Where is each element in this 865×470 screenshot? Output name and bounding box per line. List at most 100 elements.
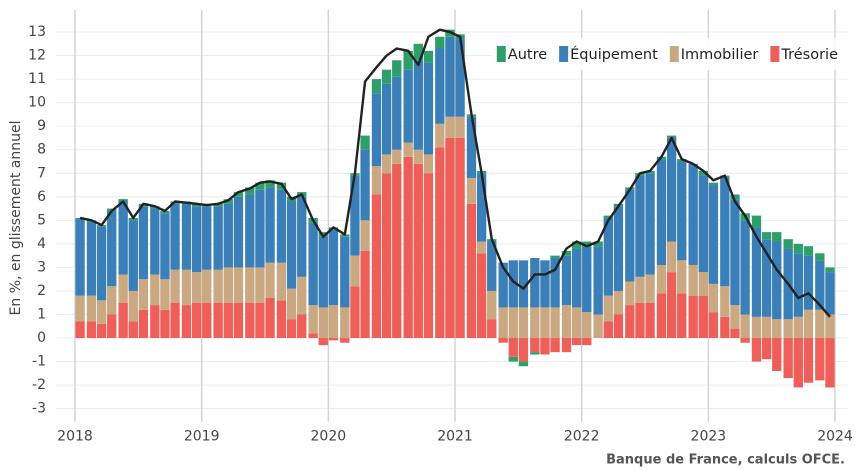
bar-segment <box>403 156 413 339</box>
bar-segment <box>350 286 360 339</box>
bar-segment <box>265 298 275 339</box>
bar-segment <box>96 300 107 324</box>
bar-segment <box>276 189 287 263</box>
bar-segment <box>413 60 423 150</box>
x-tick-label: 2021 <box>437 429 473 445</box>
bar-segment <box>213 206 223 270</box>
bar-segment <box>403 142 413 157</box>
bar-segment <box>297 196 307 277</box>
bar-segment <box>223 302 233 339</box>
bar-segment <box>625 189 635 282</box>
bar-segment <box>593 241 603 247</box>
bar-segment <box>202 206 212 270</box>
bar-segment <box>318 236 328 308</box>
y-tick-label: 4 <box>37 236 46 252</box>
bar-segment <box>656 293 667 339</box>
bar-segment <box>530 257 540 308</box>
bar-segment <box>698 170 708 176</box>
bar-segment <box>613 290 624 315</box>
y-tick-label: 12 <box>28 48 46 64</box>
bar-segment <box>118 201 128 275</box>
bar-segment <box>593 314 603 339</box>
bar-segment <box>518 307 529 339</box>
bar-segment <box>107 210 117 287</box>
bar-segment <box>297 276 307 315</box>
bar-segment <box>688 295 698 339</box>
bar-segment <box>233 267 244 303</box>
bar-segment <box>75 321 85 339</box>
bar-segment <box>740 338 750 343</box>
bar-segment <box>340 236 350 308</box>
bar-segment <box>761 338 772 360</box>
bar-segment <box>793 316 803 339</box>
bar-segment <box>540 260 550 308</box>
bar-segment <box>530 338 540 353</box>
bar-segment <box>593 246 603 315</box>
bar-segment <box>181 305 192 339</box>
bar-segment <box>308 305 318 334</box>
bar-segment <box>508 356 518 362</box>
bar-segment <box>751 215 762 228</box>
bar-segment <box>276 262 287 301</box>
bar-segment <box>276 182 287 190</box>
bar-segment <box>265 262 275 299</box>
bar-segment <box>128 321 138 339</box>
bar-segment <box>286 288 297 320</box>
bar-segment <box>825 267 835 273</box>
bar-segment <box>540 338 550 355</box>
bar-segment <box>435 48 445 124</box>
bar-segment <box>223 203 233 268</box>
bar-segment <box>518 361 529 367</box>
bar-segment <box>128 290 138 322</box>
bar-segment <box>730 305 740 329</box>
bar-segment <box>603 217 613 296</box>
bar-segment <box>698 295 708 339</box>
bar-segment <box>720 177 730 287</box>
y-tick-label: 7 <box>37 165 46 181</box>
bar-segment <box>793 243 803 254</box>
y-tick-label: 11 <box>28 71 46 87</box>
bar-segment <box>392 163 402 339</box>
bar-segment <box>720 316 730 339</box>
source: Banque de France, calculs OFCE. <box>606 453 845 468</box>
bar-segment <box>191 302 202 339</box>
x-tick-label: 2024 <box>817 429 853 445</box>
bar-segment <box>96 323 107 339</box>
bar-segment <box>381 154 392 174</box>
legend-swatch <box>496 46 506 62</box>
bar-segment <box>793 338 803 388</box>
bar-segment <box>761 316 772 339</box>
bar-segment <box>86 295 97 322</box>
bar-segment <box>423 50 434 63</box>
total-line <box>79 28 831 318</box>
bar-segment <box>360 149 370 221</box>
bar-segment <box>245 267 255 303</box>
bar-segment <box>476 241 487 254</box>
bar-segment <box>150 274 160 306</box>
bar-segment <box>455 39 465 117</box>
bar-segment <box>371 194 382 339</box>
bar-segment <box>550 307 560 339</box>
bar-segment <box>561 338 572 353</box>
bar-segment <box>730 328 740 339</box>
bar-segment <box>772 338 782 371</box>
bar-segment <box>625 305 635 339</box>
bar-segment <box>476 173 487 242</box>
bar-segment <box>815 260 825 310</box>
bar-segment <box>423 173 434 339</box>
bar-segment <box>328 305 339 339</box>
bar-segment <box>815 338 825 381</box>
bar-segment <box>265 187 275 263</box>
bar-segment <box>677 161 687 261</box>
y-axis-label: En %, en glissement annuel <box>8 121 24 316</box>
bar-segment <box>350 255 360 287</box>
bar-segment <box>297 314 307 339</box>
bar-segment <box>625 281 635 306</box>
y-tick-label: -3 <box>32 401 46 417</box>
bar-segment <box>603 215 613 218</box>
bar-segment <box>571 338 582 346</box>
bar-segment <box>540 307 550 339</box>
bar-segment <box>423 62 434 155</box>
y-tick-label: 13 <box>28 24 46 40</box>
